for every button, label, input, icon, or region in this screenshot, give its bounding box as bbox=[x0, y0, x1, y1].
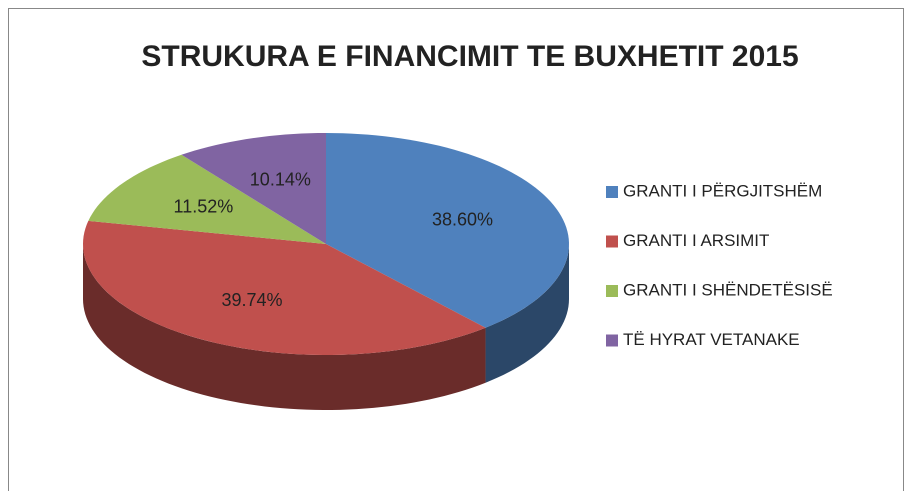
pie-side bbox=[83, 244, 486, 410]
chart-title: STRUKURA E FINANCIMIT TE BUXHETIT 2015 bbox=[141, 40, 798, 73]
data-label: 11.52% bbox=[174, 197, 234, 217]
legend-label: GRANTI I ARSIMIT bbox=[623, 231, 769, 250]
legend-swatch bbox=[606, 334, 618, 347]
legend-label: GRANTI I PËRGJITSHËM bbox=[623, 181, 822, 200]
legend-label: TË HYRAT VETANAKE bbox=[623, 330, 800, 349]
data-label: 10.14% bbox=[250, 170, 311, 190]
pie-slice bbox=[88, 154, 326, 244]
legend-swatch bbox=[606, 235, 618, 248]
legend-swatch bbox=[606, 186, 618, 198]
data-label: 39.74% bbox=[221, 290, 282, 310]
legend-swatch bbox=[606, 285, 618, 297]
legend-label: GRANTI I SHËNDETËSISË bbox=[623, 280, 833, 299]
data-label: 38.60% bbox=[432, 209, 493, 229]
pie-slice bbox=[181, 133, 326, 244]
pie-slice bbox=[326, 133, 569, 328]
pie-slice bbox=[83, 220, 486, 355]
pie-side bbox=[485, 244, 569, 383]
